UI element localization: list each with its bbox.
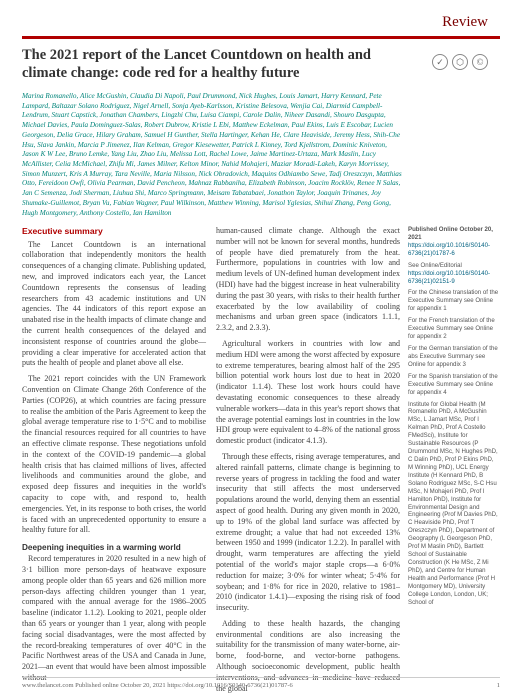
article-title: The 2021 report of the Lancet Countdown … xyxy=(22,46,402,82)
footer-citation: www.thelancet.com Published online Octob… xyxy=(22,682,293,691)
paragraph: The Lancet Countdown is an international… xyxy=(22,240,206,370)
sidebar-translation: For the Spanish translation of the Execu… xyxy=(408,373,500,397)
sidebar-metadata: Published Online October 20, 2021 https:… xyxy=(408,226,500,610)
paragraph: Through these effects, rising average te… xyxy=(216,452,400,614)
page-number: 1 xyxy=(497,682,500,691)
access-icons: ✓ ⬡ © xyxy=(432,54,488,70)
review-label: Review xyxy=(442,12,488,32)
main-content: Executive summary The Lancet Countdown i… xyxy=(22,226,400,699)
paragraph: The 2021 report coincides with the UN Fr… xyxy=(22,374,206,536)
column-right: human-caused climate change. Although th… xyxy=(216,226,400,699)
sidebar-published: Published Online October 20, 2021 https:… xyxy=(408,226,500,258)
paragraph: Agricultural workers in countries with l… xyxy=(216,339,400,447)
column-left: Executive summary The Lancet Countdown i… xyxy=(22,226,206,699)
crossmark-icon[interactable]: ✓ xyxy=(432,54,448,70)
subsection-header: Deepening inequities in a warming world xyxy=(22,542,206,553)
sidebar-editorial: See Online/Editorial https://doi.org/10.… xyxy=(408,262,500,286)
open-access-icon: ⬡ xyxy=(452,54,468,70)
sidebar-translation: For the French translation of the Execut… xyxy=(408,317,500,341)
sidebar-translation: For the German translation of the abs Ex… xyxy=(408,345,500,369)
sidebar-affiliations: Institute for Global Health (M Romanello… xyxy=(408,401,500,607)
license-icon: © xyxy=(472,54,488,70)
paragraph: Record temperatures in 2020 resulted in … xyxy=(22,554,206,684)
page-footer: www.thelancet.com Published online Octob… xyxy=(22,677,500,691)
paragraph: human-caused climate change. Although th… xyxy=(216,226,400,334)
executive-summary-header: Executive summary xyxy=(22,226,206,238)
header-divider xyxy=(22,36,500,39)
authors-list: Marina Romanello, Alice McGushin, Claudi… xyxy=(22,92,402,218)
sidebar-translation: For the Chinese translation of the Execu… xyxy=(408,289,500,313)
